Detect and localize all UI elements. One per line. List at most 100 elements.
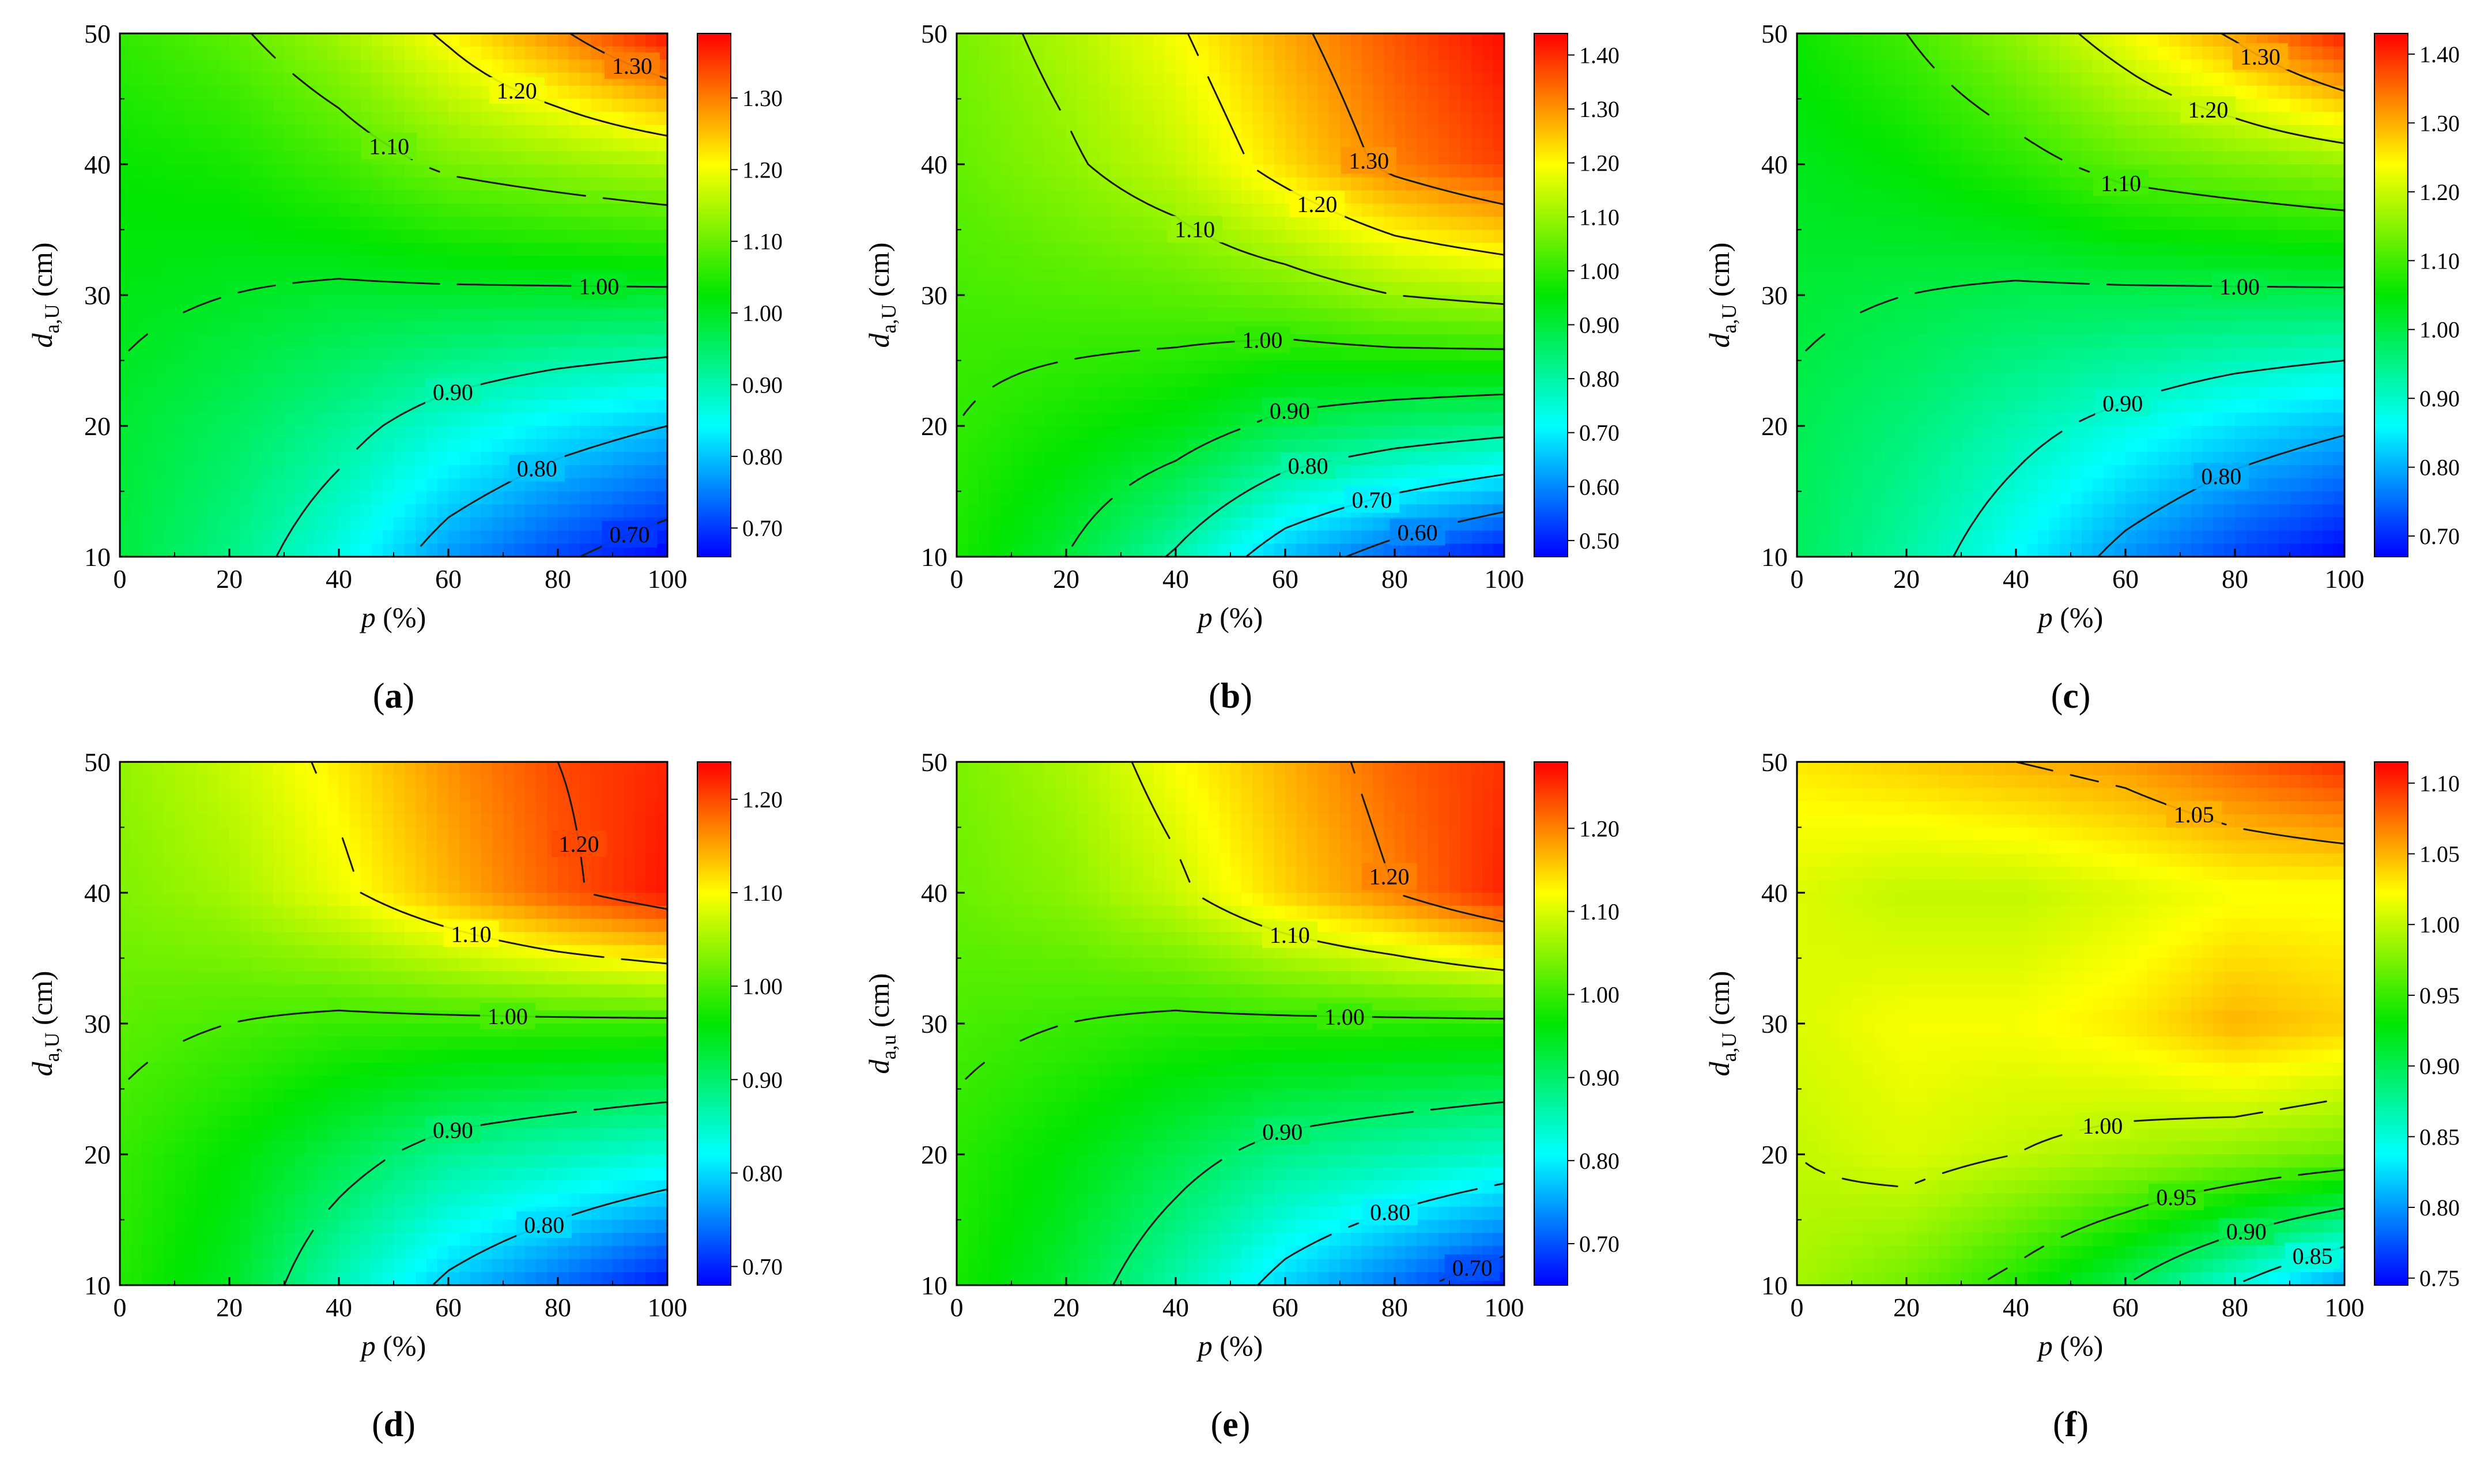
heat-cell <box>1198 295 1209 309</box>
heat-cell <box>1154 151 1165 165</box>
heat-cell <box>1033 190 1045 204</box>
heat-cell <box>1482 46 1494 61</box>
heat-cell <box>1819 308 1830 322</box>
heat-cell <box>1885 504 1896 518</box>
heat-cell <box>1219 282 1231 296</box>
heat-cell <box>1132 426 1143 440</box>
heat-cell <box>1863 177 1874 191</box>
heat-cell <box>262 478 274 492</box>
contour-lines-a: 0.700.800.901.001.101.201.30 <box>128 32 669 558</box>
heat-cell <box>1329 543 1341 557</box>
heat-cell <box>1230 73 1242 86</box>
heat-cell <box>1830 59 1841 73</box>
heat-cell <box>262 452 274 466</box>
heat-cell <box>1066 112 1078 126</box>
heat-cell <box>1241 295 1253 309</box>
heat-cell <box>372 190 383 204</box>
heat-cell <box>1482 373 1494 387</box>
heat-cell <box>1373 99 1384 112</box>
heat-cell <box>1121 452 1132 466</box>
heat-cell <box>317 543 329 557</box>
heat-cell <box>262 386 274 401</box>
heat-cell <box>394 164 405 178</box>
heat-cell <box>262 138 274 152</box>
heat-cell <box>306 190 318 204</box>
heat-cell <box>153 360 164 374</box>
heat-cell <box>1373 413 1384 426</box>
heat-cell <box>317 46 329 61</box>
heat-cell <box>437 85 449 100</box>
heat-cell <box>1830 399 1841 414</box>
heat-cell <box>968 543 979 557</box>
heat-cell <box>1428 216 1439 231</box>
heat-cell <box>2005 452 2017 466</box>
heat-cell <box>1493 229 1505 243</box>
heat-cell <box>251 543 263 557</box>
heat-cell <box>968 164 979 178</box>
heat-cell <box>240 543 252 557</box>
heat-cell <box>372 334 383 348</box>
heat-cell <box>503 269 515 283</box>
heat-cell <box>1460 504 1472 518</box>
heat-cell <box>1022 33 1034 47</box>
heat-cell <box>1198 386 1209 401</box>
heat-cell <box>1471 543 1483 557</box>
heat-cell <box>1852 269 1863 283</box>
heat-cell <box>1797 373 1808 387</box>
heat-cell <box>481 243 493 256</box>
heat-cell <box>1808 112 1819 126</box>
heat-cell <box>1044 386 1056 401</box>
heat-cell <box>1863 243 1874 256</box>
heat-cell <box>635 124 646 139</box>
heat-cell <box>613 164 624 178</box>
heat-cell <box>284 177 296 191</box>
heat-cell <box>613 177 624 191</box>
heat-cell <box>153 269 164 283</box>
heat-cell <box>580 373 591 387</box>
heat-cell <box>229 399 241 414</box>
heat-cell <box>1808 33 1819 47</box>
heat-cell <box>503 360 515 374</box>
heat-cell <box>2016 33 2027 47</box>
heat-cell <box>1808 73 1819 86</box>
heat-cell <box>1165 478 1176 492</box>
heat-cell <box>1797 465 1808 479</box>
heat-cell <box>990 399 1001 414</box>
heat-cell <box>1198 517 1209 531</box>
heat-cell <box>1110 255 1122 270</box>
heat-cell <box>437 491 449 505</box>
heat-cell <box>1121 334 1132 348</box>
heat-cell <box>1928 138 1940 152</box>
x-tick-label: 0 <box>114 564 127 594</box>
heat-cell <box>284 255 296 270</box>
heat-cell <box>1917 85 1929 100</box>
heat-cell <box>569 517 580 531</box>
heat-cell <box>131 517 142 531</box>
heat-cell <box>1885 413 1896 426</box>
heat-cell <box>957 151 968 165</box>
heat-cell <box>1033 517 1045 531</box>
heat-cell <box>1830 99 1841 112</box>
heat-cell <box>1808 255 1819 270</box>
heat-cell <box>1154 295 1165 309</box>
heat-cell <box>624 399 635 414</box>
heat-cell <box>1329 491 1341 505</box>
heat-cell <box>1055 46 1067 61</box>
heat-cell <box>1033 504 1045 518</box>
heat-cell <box>339 399 350 414</box>
heat-cell <box>1285 124 1297 139</box>
heat-cell <box>1033 386 1045 401</box>
heat-cell <box>635 229 646 243</box>
heat-cell <box>2005 386 2017 401</box>
heat-cell <box>656 543 668 557</box>
heat-cell <box>1219 124 1231 139</box>
heat-cell <box>1471 216 1483 231</box>
heat-cell <box>613 33 624 47</box>
heat-cell <box>416 517 427 531</box>
heat-cell <box>1406 543 1417 557</box>
heat-cell <box>536 504 548 518</box>
heat-cell <box>591 478 602 492</box>
heat-cell <box>979 504 990 518</box>
heat-cell <box>645 386 657 401</box>
heat-cell <box>1230 216 1242 231</box>
